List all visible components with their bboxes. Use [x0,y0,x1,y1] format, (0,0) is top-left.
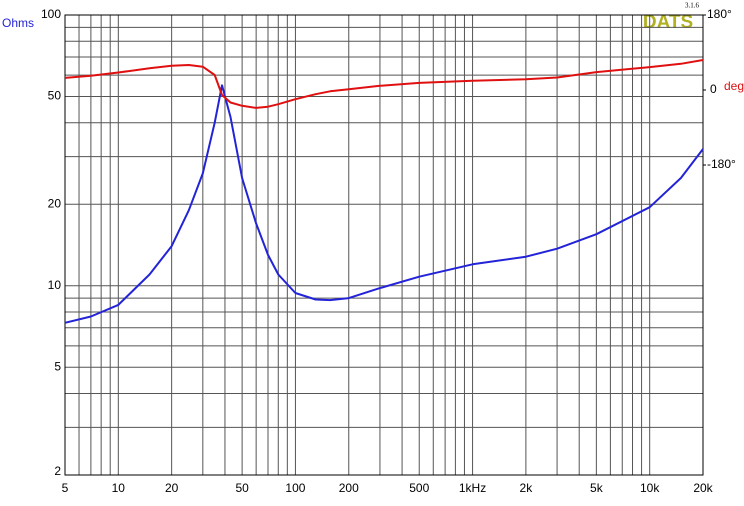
x-tick-label: 500 [409,481,429,495]
plot-area [64,14,704,476]
x-tick-label: 200 [339,481,359,495]
y2-tick-label: -180° [707,157,736,171]
x-tick-label: 20 [165,481,179,495]
y-tick-label: 5 [54,359,61,373]
series-line [64,59,704,109]
y-tick-label: 20 [48,196,62,210]
y2-tick-label: 180° [707,7,732,21]
x-tick-label: 2k [520,481,534,495]
x-tick-label: 100 [285,481,305,495]
y-axis-label: Ohms [2,16,34,30]
version: 3.1.6 [685,2,700,10]
y-tick-label: 50 [48,89,62,103]
y-tick-label: 10 [48,278,62,292]
x-tick-label: 10 [112,481,126,495]
x-tick-label: 5k [590,481,604,495]
x-tick-label: 20k [693,481,713,495]
x-tick-label: 5 [62,481,69,495]
y2-tick-label: 0 [710,82,717,96]
x-tick-label: 10k [640,481,660,495]
badge-bg [636,12,699,36]
series-line [64,84,704,324]
x-tick-label: 1kHz [459,481,486,495]
plot-frame [64,14,704,476]
y-tick-label: 100 [41,7,61,21]
y2-axis-label: deg [724,79,744,93]
x-tick-label: 50 [235,481,249,495]
y-tick-label: 2 [54,464,61,478]
